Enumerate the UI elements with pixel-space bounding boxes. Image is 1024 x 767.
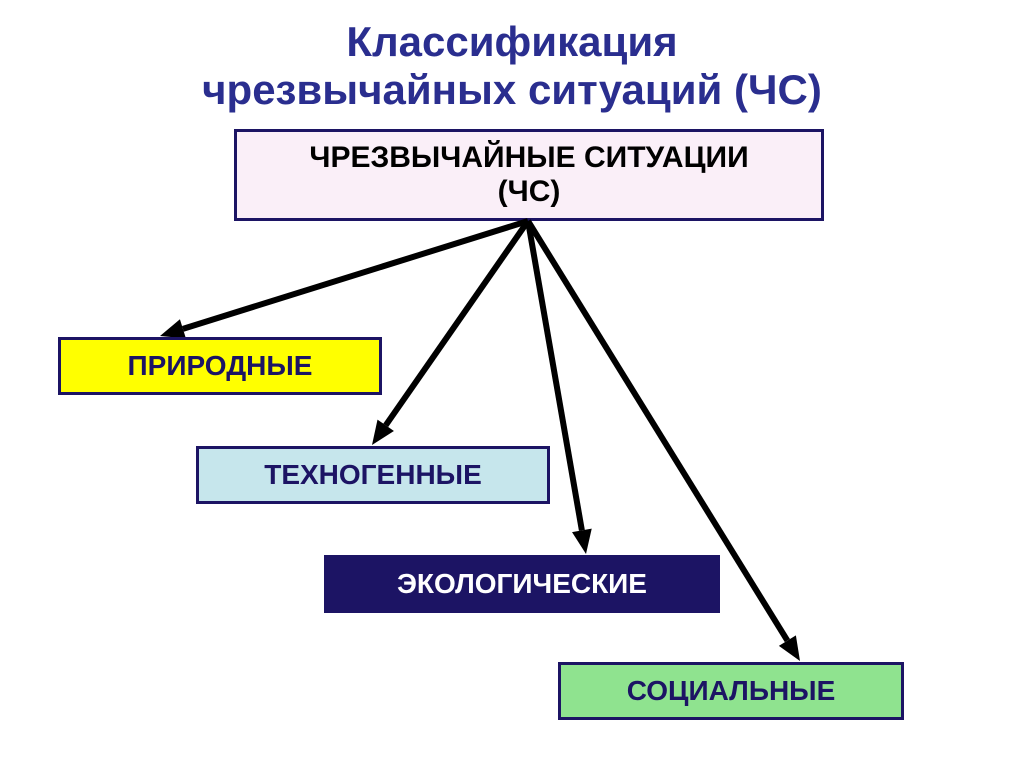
child-box: ПРИРОДНЫЕ [58,337,382,395]
arrow-head-icon [779,635,800,661]
root-box-label: ЧРЕЗВЫЧАЙНЫЕ СИТУАЦИИ (ЧС) [309,141,748,210]
diagram-canvas: Классификация чрезвычайных ситуаций (ЧС)… [0,0,1024,767]
child-box-label: ПРИРОДНЫЕ [128,350,313,382]
root-box: ЧРЕЗВЫЧАЙНЫЕ СИТУАЦИИ (ЧС) [234,129,824,221]
child-box: СОЦИАЛЬНЫЕ [558,662,904,720]
arrow-head-icon [160,319,186,338]
arrow-line [386,221,528,425]
child-box-label: ЭКОЛОГИЧЕСКИЕ [397,568,647,600]
child-box: ЭКОЛОГИЧЕСКИЕ [324,555,720,613]
arrow-head-icon [372,420,394,445]
root-box-label-line2: (ЧС) [309,175,748,210]
child-box-label: СОЦИАЛЬНЫЕ [627,675,836,707]
page-title-line2: чрезвычайных ситуаций (ЧС) [0,66,1024,114]
page-title-line1: Классификация [0,18,1024,66]
child-box-label: ТЕХНОГЕННЫЕ [264,459,482,491]
child-box: ТЕХНОГЕННЫЕ [196,446,550,504]
arrow-head-icon [572,529,592,554]
arrow-line [183,221,528,329]
root-box-label-line1: ЧРЕЗВЫЧАЙНЫЕ СИТУАЦИИ [309,141,748,176]
